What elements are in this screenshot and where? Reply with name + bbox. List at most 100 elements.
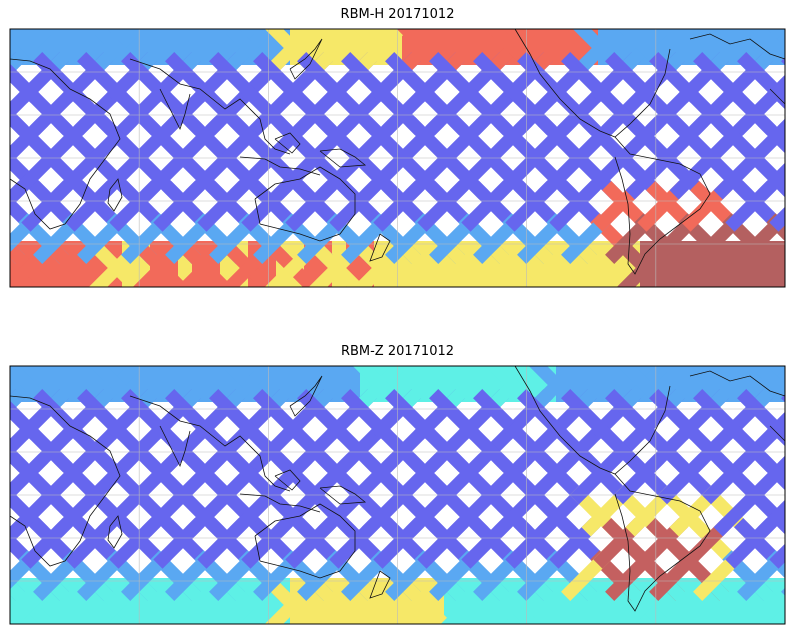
orbit-swath: [153, 518, 204, 569]
orbit-swath: [572, 29, 624, 71]
orbit-swath: [317, 148, 369, 200]
orbit-swath: [393, 148, 445, 200]
orbit-swath: [660, 366, 712, 408]
orbit-swath: [405, 116, 457, 168]
orbit-swath: [461, 84, 512, 135]
orbit-swath: [317, 453, 369, 505]
orbit-swath: [352, 366, 404, 408]
orbit-swath: [10, 29, 14, 33]
orbit-swath: [440, 366, 492, 408]
orbit-swath: [185, 453, 237, 505]
orbit-swath: [525, 148, 577, 200]
orbit-swath: [217, 116, 269, 168]
orbit-swath: [10, 488, 49, 537]
orbit-swath: [21, 518, 72, 569]
orbit-swath: [616, 366, 668, 408]
orbit-swath: [21, 84, 72, 135]
orbit-swath: [341, 550, 392, 601]
orbit-swath: [153, 181, 204, 232]
orbit-swath: [440, 245, 492, 287]
orbit-swath: [217, 148, 269, 200]
indonesia-coastline: [239, 156, 321, 176]
orbit-swath: [605, 52, 656, 103]
orbit-swath: [341, 213, 392, 264]
orbit-swath: [605, 550, 656, 601]
orbit-swath: [285, 181, 336, 232]
orbit-swath: [669, 453, 721, 505]
orbit-swath: [129, 116, 181, 168]
orbit-swath: [693, 52, 744, 103]
orbit-swath: [484, 582, 536, 624]
orbit-swath: [713, 116, 765, 168]
orbit-swath: [264, 29, 316, 71]
orbit-swath: [129, 485, 181, 537]
orbit-swath: [10, 283, 14, 287]
orbit-swath: [121, 213, 172, 264]
orbit-swath: [209, 550, 260, 601]
orbit-swath: [173, 148, 225, 200]
orbit-swath: [745, 485, 785, 535]
map-plot-rbm-h: [9, 28, 786, 288]
orbit-swath: [217, 453, 269, 505]
africa-coastline: [9, 395, 121, 567]
orbit-swath: [449, 148, 501, 200]
orbit-swath: [33, 550, 84, 601]
orbit-swath: [473, 550, 524, 601]
orbit-swath: [745, 118, 785, 168]
orbit-swath: [352, 245, 404, 287]
panel-title: RBM-H 20171012: [340, 7, 455, 22]
orbit-swath: [229, 485, 281, 537]
orbit-swath: [97, 453, 149, 505]
orbit-swath: [437, 116, 489, 168]
orbit-swath: [173, 485, 225, 537]
india-coastline: [159, 425, 191, 468]
orbit-swath: [44, 29, 96, 71]
africa-east-edge: [769, 88, 786, 105]
orbit-swath: [681, 421, 732, 472]
orbit-swath: [41, 116, 93, 168]
orbit-swath: [737, 389, 785, 440]
orbit-swath: [10, 485, 61, 537]
panel-rbm-z: RBM-Z 20171012: [0, 337, 794, 633]
japan-coastline: [289, 375, 323, 417]
orbit-swath: [10, 453, 49, 502]
swath-layer: [10, 29, 785, 287]
orbit-swath: [657, 485, 709, 537]
orbit-swath: [778, 455, 785, 470]
orbit-swath: [778, 520, 785, 535]
orbit-swath: [437, 485, 489, 537]
orbit-swath: [44, 366, 96, 408]
orbit-swath: [308, 582, 360, 624]
orbit-swath: [505, 181, 556, 232]
europe-coastline: [689, 33, 786, 60]
orbit-swath: [649, 52, 700, 103]
orbit-swath: [737, 550, 785, 601]
orbit-swath: [141, 485, 193, 537]
orbit-swath: [317, 485, 369, 537]
orbit-swath: [437, 148, 489, 200]
orbit-swath: [273, 453, 325, 505]
orbit-swath: [329, 84, 380, 135]
orbit-swath: [505, 84, 556, 135]
orbit-swath: [65, 421, 116, 472]
orbit-swath: [241, 84, 292, 135]
orbit-swath: [440, 582, 492, 624]
orbit-swath: [757, 162, 785, 200]
orbit-swath: [88, 366, 140, 408]
orbit-swath: [769, 206, 785, 232]
orbit-swath: [253, 550, 304, 601]
orbit-swath: [10, 550, 40, 590]
orbit-swath: [53, 453, 105, 505]
orbit-swath: [10, 444, 28, 472]
india-coastline: [159, 88, 191, 131]
orbit-swath: [437, 453, 489, 505]
orbit-swath: [537, 485, 589, 537]
orbit-swath: [209, 213, 260, 264]
orbit-swath: [605, 213, 656, 264]
orbit-swath: [481, 148, 533, 200]
orbit-swath: [593, 84, 644, 135]
map-frame: [9, 28, 786, 288]
panel-title: RBM-Z 20171012: [340, 344, 455, 359]
orbit-swath: [77, 52, 128, 103]
orbit-swath: [209, 389, 260, 440]
